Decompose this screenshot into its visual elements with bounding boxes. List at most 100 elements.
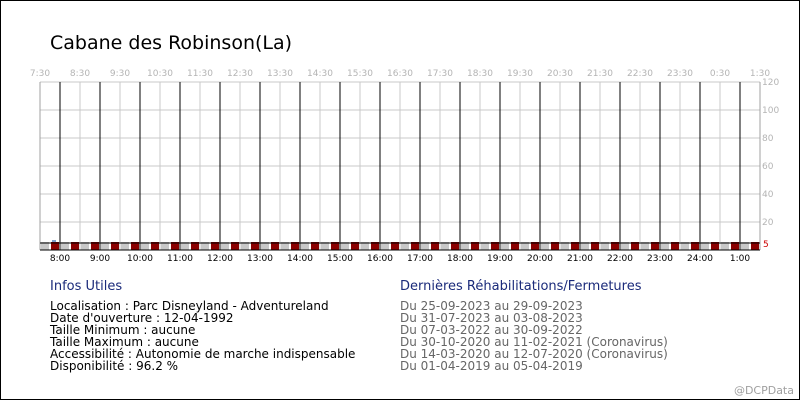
status-bar	[481, 242, 489, 250]
bottom-tick-label: 22:00	[607, 254, 633, 264]
rehab-list: Du 25-09-2023 au 29-09-2023 Du 31-07-2023…	[400, 300, 668, 372]
bottom-tick-label: 20:00	[527, 254, 553, 264]
status-bar	[541, 242, 549, 250]
top-tick-label: 11:30	[187, 69, 213, 79]
bottom-tick-label: 17:00	[407, 254, 433, 264]
status-bar	[181, 242, 189, 250]
status-bar	[161, 242, 169, 250]
status-bar	[191, 242, 199, 250]
y-tick-label: 80	[762, 134, 774, 144]
threshold-label: 5	[763, 240, 769, 250]
bottom-tick-label: 21:00	[567, 254, 593, 264]
status-bar	[591, 242, 599, 250]
status-bar	[261, 242, 269, 250]
status-bar	[221, 242, 229, 250]
bottom-tick-label: 18:00	[447, 254, 473, 264]
status-bar	[401, 242, 409, 250]
status-bar	[91, 242, 99, 250]
rehab-line: Du 14-03-2020 au 12-07-2020 (Coronavirus…	[400, 347, 668, 361]
top-tick-label: 23:30	[667, 69, 693, 79]
status-bar	[281, 242, 289, 250]
status-bar	[501, 242, 509, 250]
status-bar	[231, 242, 239, 250]
status-bar	[371, 242, 379, 250]
status-bar	[201, 242, 209, 250]
top-tick-label: 10:30	[147, 69, 173, 79]
status-bar	[241, 242, 249, 250]
status-bar	[211, 242, 219, 250]
chart-title: Cabane des Robinson(La)	[50, 32, 293, 54]
status-bar	[431, 242, 439, 250]
status-bar	[351, 242, 359, 250]
y-tick-label: 20	[762, 218, 774, 228]
open-bar	[52, 240, 56, 242]
rehab-line: Du 30-10-2020 au 11-02-2021 (Coronavirus…	[400, 335, 668, 349]
status-bar	[101, 242, 109, 250]
bottom-tick-label: 9:00	[90, 254, 110, 264]
watermark: @DCPData	[733, 384, 794, 397]
status-bar	[601, 242, 609, 250]
status-bar	[321, 242, 329, 250]
info-line: Taille Maximum : aucune	[50, 335, 199, 349]
bottom-tick-label: 14:00	[287, 254, 313, 264]
bottom-tick-label: 12:00	[207, 254, 233, 264]
status-bar	[421, 242, 429, 250]
status-bar	[531, 242, 539, 250]
status-bar	[641, 242, 649, 250]
infos-list: Localisation : Parc Disneyland - Adventu…	[50, 300, 355, 372]
top-tick-label: 7:30	[30, 69, 50, 79]
top-tick-label: 14:30	[307, 69, 333, 79]
status-bar	[411, 242, 419, 250]
y-tick-label: 60	[762, 162, 774, 172]
top-tick-label: 18:30	[467, 69, 493, 79]
status-bar	[341, 242, 349, 250]
status-bar	[681, 242, 689, 250]
y-tick-label: 40	[762, 190, 774, 200]
bottom-tick-label: 15:00	[327, 254, 353, 264]
rehab-line: Du 25-09-2023 au 29-09-2023	[400, 299, 583, 313]
status-bar	[271, 242, 279, 250]
info-line: Date d'ouverture : 12-04-1992	[50, 311, 234, 325]
status-bar	[111, 242, 119, 250]
bottom-tick-label: 10:00	[127, 254, 153, 264]
status-bar	[51, 242, 59, 250]
status-bar	[121, 242, 129, 250]
rehab-heading: Dernières Réhabilitations/Fermetures	[400, 279, 642, 294]
bottom-tick-label: 24:00	[687, 254, 713, 264]
bottom-tick-label: 8:00	[50, 254, 70, 264]
status-bar	[171, 242, 179, 250]
status-bar	[331, 242, 339, 250]
status-bar	[291, 242, 299, 250]
rehab-line: Du 07-03-2022 au 30-09-2022	[400, 323, 583, 337]
info-line: Disponibilité : 96.2 %	[50, 359, 179, 373]
bottom-tick-label: 1:00	[730, 254, 750, 264]
bottom-tick-label: 16:00	[367, 254, 393, 264]
status-bar	[141, 242, 149, 250]
status-bar	[581, 242, 589, 250]
info-line: Taille Minimum : aucune	[50, 323, 196, 337]
status-bar	[561, 242, 569, 250]
status-bar	[301, 242, 309, 250]
top-tick-label: 12:30	[227, 69, 253, 79]
status-bar	[151, 242, 159, 250]
status-bar	[731, 242, 739, 250]
status-bar	[61, 242, 69, 250]
top-tick-label: 20:30	[547, 69, 573, 79]
status-bar	[461, 242, 469, 250]
status-bar	[611, 242, 619, 250]
rehab-line: Du 01-04-2019 au 05-04-2019	[400, 359, 583, 373]
y-tick-label: 100	[762, 106, 779, 116]
status-bar	[751, 242, 759, 250]
top-tick-label: 9:30	[110, 69, 130, 79]
status-bar	[661, 242, 669, 250]
status-bar	[361, 242, 369, 250]
top-tick-label: 1:30	[750, 69, 770, 79]
top-tick-label: 15:30	[347, 69, 373, 79]
status-bar	[491, 242, 499, 250]
top-tick-label: 22:30	[627, 69, 653, 79]
top-tick-label: 16:30	[387, 69, 413, 79]
status-bar	[671, 242, 679, 250]
status-bar	[651, 242, 659, 250]
status-bar	[711, 242, 719, 250]
